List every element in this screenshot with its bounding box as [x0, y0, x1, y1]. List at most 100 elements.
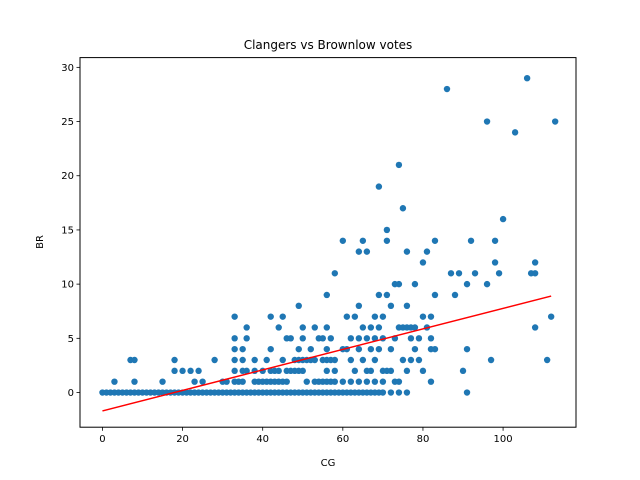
data-point	[323, 345, 330, 353]
data-point	[431, 237, 439, 244]
data-point	[279, 356, 286, 364]
data-point	[331, 356, 339, 364]
data-point	[463, 389, 471, 396]
data-point	[359, 356, 367, 364]
data-point	[243, 335, 250, 342]
data-point	[199, 378, 206, 385]
y-tick-label: 30	[61, 63, 74, 74]
data-point	[243, 324, 250, 331]
data-point	[443, 85, 451, 93]
data-point	[431, 291, 439, 299]
data-point	[171, 367, 178, 375]
data-point	[427, 335, 435, 342]
data-point	[251, 356, 258, 364]
data-point	[411, 280, 419, 288]
data-point	[131, 378, 138, 385]
data-point	[355, 302, 363, 310]
data-point	[171, 356, 178, 364]
data-point	[431, 345, 439, 353]
data-point	[243, 367, 250, 375]
data-point	[283, 378, 290, 385]
data-point	[451, 291, 459, 299]
data-point	[407, 335, 415, 342]
data-point	[311, 356, 318, 364]
data-point	[383, 291, 391, 299]
data-point	[295, 345, 302, 353]
data-point	[367, 367, 375, 375]
data-point	[363, 248, 371, 255]
x-tick-label: 80	[417, 434, 430, 445]
data-point	[347, 356, 355, 364]
data-point	[447, 270, 455, 277]
data-point	[427, 378, 435, 385]
data-point	[371, 313, 379, 320]
data-point	[331, 270, 339, 277]
data-point	[407, 356, 415, 364]
data-point	[551, 118, 559, 125]
data-point	[307, 345, 314, 353]
data-point	[411, 324, 419, 331]
data-point	[415, 335, 423, 342]
data-point	[367, 324, 375, 331]
data-point	[279, 313, 286, 320]
x-tick-label: 40	[256, 434, 269, 445]
data-point	[383, 237, 391, 244]
data-point	[355, 335, 363, 342]
data-point	[471, 270, 479, 277]
data-point	[131, 356, 138, 364]
data-point	[323, 324, 330, 331]
data-point	[387, 367, 395, 375]
data-point	[375, 183, 383, 190]
plot-area-frame	[79, 57, 577, 428]
y-tick-label: 5	[68, 334, 74, 345]
data-point	[347, 378, 355, 385]
data-point	[467, 237, 475, 244]
data-point	[483, 118, 491, 125]
data-point	[331, 378, 339, 385]
x-tick-label: 60	[336, 434, 349, 445]
data-point	[311, 324, 318, 331]
data-point	[419, 259, 427, 266]
x-axis-label: CG	[321, 458, 336, 469]
data-point	[355, 248, 363, 255]
data-point	[403, 367, 411, 375]
data-point	[543, 356, 551, 364]
data-point	[299, 324, 306, 331]
data-point	[379, 313, 387, 320]
data-point	[395, 389, 403, 396]
data-point	[387, 389, 395, 396]
data-point	[267, 313, 274, 320]
data-point	[395, 280, 403, 288]
x-tick-label: 0	[99, 434, 105, 445]
data-point	[415, 356, 423, 364]
data-point	[463, 280, 471, 288]
data-point	[299, 335, 306, 342]
data-point	[427, 313, 435, 320]
data-point	[403, 389, 411, 396]
data-point	[275, 324, 282, 331]
data-point	[375, 324, 383, 331]
points-layer	[99, 74, 559, 396]
data-point	[547, 313, 555, 320]
trend-line-layer	[102, 295, 552, 412]
data-point	[363, 378, 371, 385]
data-point	[403, 248, 411, 255]
data-point	[239, 356, 246, 364]
data-point	[387, 302, 395, 310]
data-point	[359, 324, 367, 331]
data-point	[347, 335, 355, 342]
data-point	[275, 367, 282, 375]
y-axis-label: BR	[35, 235, 46, 249]
data-point	[327, 335, 335, 342]
data-point	[459, 367, 467, 375]
y-tick-label: 0	[68, 388, 74, 399]
data-point	[395, 378, 403, 385]
data-point	[423, 248, 431, 255]
data-point	[499, 215, 507, 223]
data-point	[351, 313, 359, 320]
x-tick-label: 100	[494, 434, 513, 445]
data-point	[455, 270, 463, 277]
y-tick-label: 25	[61, 117, 74, 128]
data-point	[379, 378, 387, 385]
data-point	[231, 367, 238, 375]
